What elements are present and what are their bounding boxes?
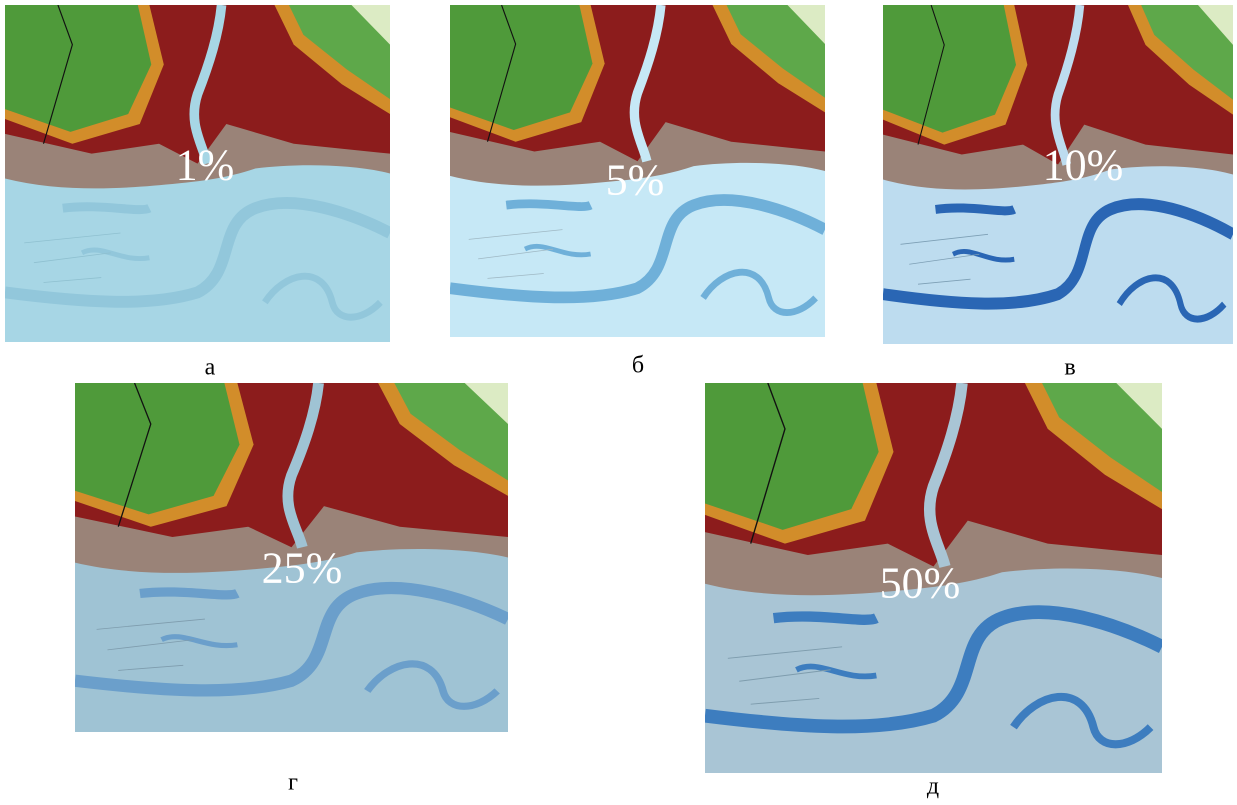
percent-label: 10%	[1043, 140, 1124, 191]
panel-caption: в	[1064, 355, 1075, 382]
figure: {"panels": [ {"label": "1%", "caption": …	[0, 0, 1237, 805]
percent-label: 1%	[176, 140, 235, 191]
percent-label: 50%	[880, 558, 961, 609]
percent-label: 25%	[262, 543, 343, 594]
percent-label: 5%	[606, 155, 665, 206]
panel-caption: а	[205, 355, 216, 382]
panel-caption: г	[288, 770, 298, 797]
panel-caption: б	[632, 353, 644, 380]
panel-caption: д	[927, 774, 939, 801]
